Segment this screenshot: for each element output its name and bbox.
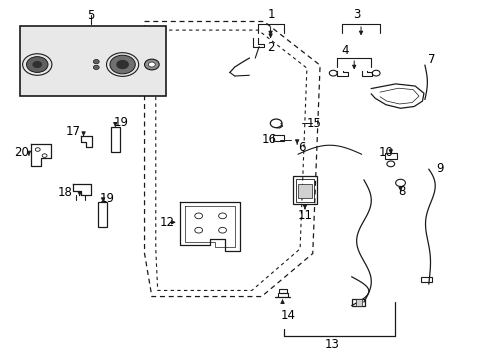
- Bar: [355, 299, 361, 306]
- Bar: [98, 202, 107, 227]
- Bar: [20, 26, 166, 96]
- Text: 14: 14: [280, 309, 295, 322]
- Text: 6: 6: [298, 141, 305, 154]
- Text: 1: 1: [267, 8, 275, 21]
- Bar: [293, 176, 316, 204]
- Circle shape: [93, 65, 99, 69]
- Text: 11: 11: [297, 210, 312, 222]
- Text: 3: 3: [352, 8, 360, 21]
- Text: 13: 13: [324, 338, 339, 351]
- FancyBboxPatch shape: [55, 55, 91, 73]
- Text: 8: 8: [397, 185, 405, 198]
- Text: 10: 10: [378, 145, 392, 158]
- Text: 9: 9: [435, 162, 443, 175]
- Bar: [296, 179, 313, 202]
- Bar: [351, 299, 365, 306]
- Bar: [420, 277, 431, 282]
- Bar: [272, 135, 283, 141]
- Text: 15: 15: [306, 117, 321, 130]
- Bar: [111, 127, 120, 152]
- Circle shape: [110, 55, 135, 74]
- Circle shape: [116, 60, 129, 69]
- Circle shape: [93, 59, 99, 64]
- Text: 19: 19: [99, 192, 114, 205]
- Bar: [384, 153, 396, 159]
- Text: 7: 7: [427, 53, 435, 66]
- Circle shape: [32, 61, 42, 68]
- Circle shape: [148, 62, 155, 67]
- Text: 4: 4: [341, 44, 348, 57]
- Bar: [298, 184, 311, 198]
- Text: 12: 12: [160, 216, 175, 229]
- Text: 2: 2: [267, 41, 275, 54]
- Text: 16: 16: [261, 133, 276, 146]
- Text: 20: 20: [14, 145, 29, 158]
- Circle shape: [144, 59, 159, 70]
- Bar: [278, 289, 287, 293]
- Text: 5: 5: [87, 9, 94, 22]
- Circle shape: [26, 57, 48, 72]
- Text: 18: 18: [58, 186, 72, 199]
- Text: 17: 17: [65, 125, 80, 138]
- Text: 19: 19: [114, 116, 129, 129]
